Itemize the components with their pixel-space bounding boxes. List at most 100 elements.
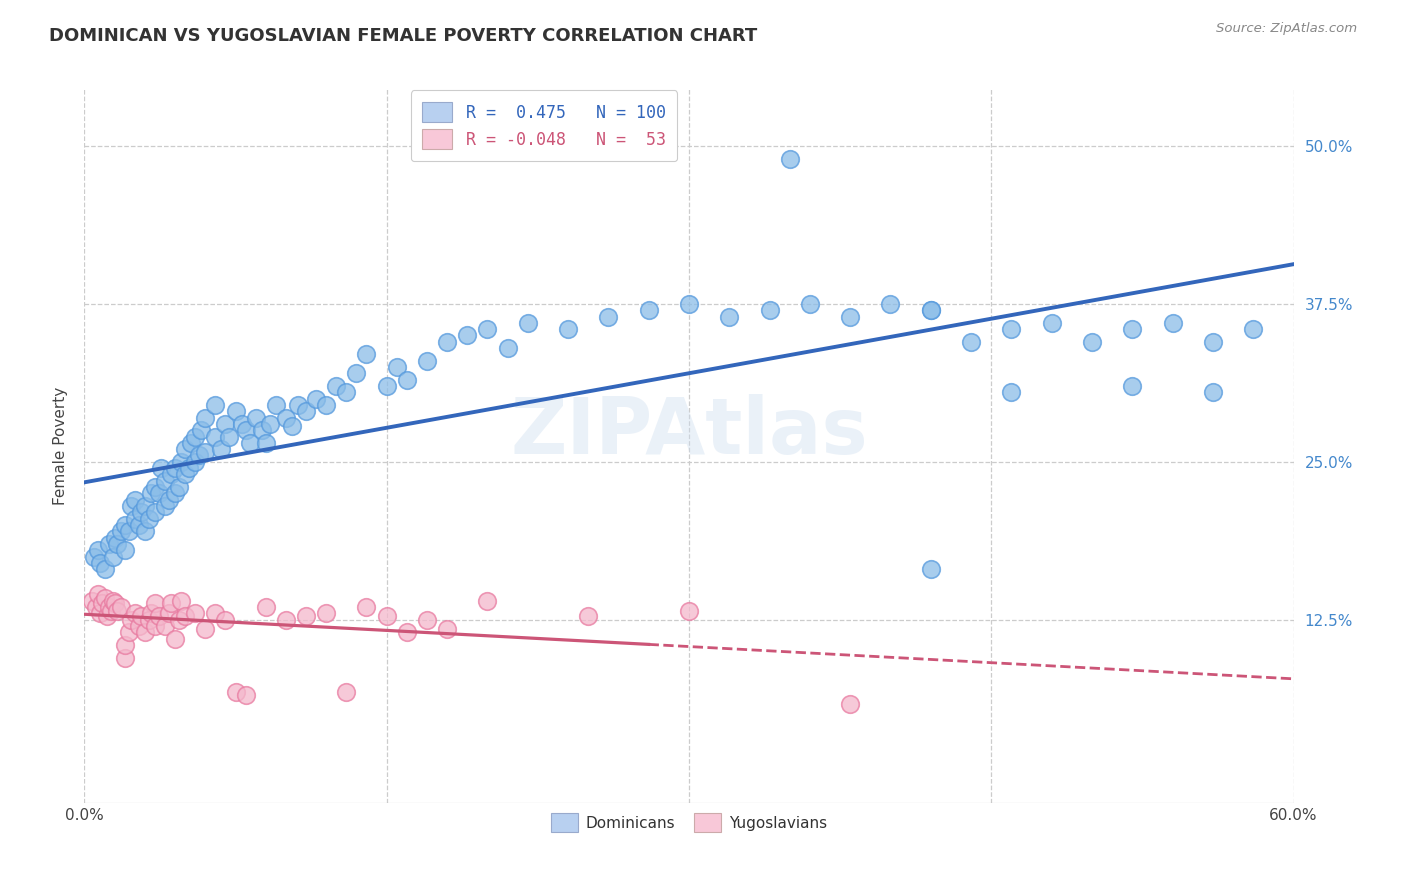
Point [165,632,187,646]
Point [153,474,176,488]
Point [87,543,110,558]
Point [960,334,983,349]
Point [104,596,127,610]
Point [129,505,152,519]
Point [134,625,156,640]
Point [93,562,115,576]
Point [100,604,122,618]
Point [920,562,942,576]
Text: DOMINICAN VS YUGOSLAVIAN FEMALE POVERTY CORRELATION CHART: DOMINICAN VS YUGOSLAVIAN FEMALE POVERTY … [49,27,758,45]
Point [346,367,368,381]
Point [259,417,281,431]
Point [496,341,519,355]
Point [128,619,150,633]
Point [174,608,197,623]
Point [218,429,240,443]
Point [160,596,183,610]
Point [416,613,439,627]
Point [89,556,111,570]
Point [274,410,297,425]
Point [138,613,160,627]
Point [105,537,128,551]
Point [1202,334,1225,349]
Point [204,398,226,412]
Point [124,492,146,507]
Point [105,604,128,618]
Point [114,638,136,652]
Point [143,505,166,519]
Point [325,379,347,393]
Point [758,303,780,318]
Point [920,303,942,318]
Point [879,297,901,311]
Point [1121,322,1143,336]
Point [101,549,124,564]
Point [477,322,499,336]
Point [1161,316,1184,330]
Point [153,499,176,513]
Point [576,608,599,623]
Point [436,622,458,636]
Point [157,492,180,507]
Point [124,607,146,621]
Point [1000,385,1022,400]
Point [143,619,166,633]
Point [184,429,207,443]
Point [194,622,217,636]
Point [416,353,439,368]
Point [718,310,741,324]
Point [214,417,236,431]
Point [134,499,156,513]
Point [114,543,136,558]
Point [148,608,170,623]
Point [174,467,197,482]
Point [678,604,700,618]
Point [184,455,207,469]
Point [204,429,226,443]
Point [165,461,187,475]
Point [395,625,418,640]
Point [1202,385,1225,400]
Point [1241,322,1264,336]
Point [190,423,212,437]
Point [170,455,193,469]
Point [315,398,337,412]
Point [153,619,176,633]
Point [96,608,118,623]
Point [356,600,378,615]
Point [214,613,236,627]
Point [165,486,187,500]
Point [637,303,659,318]
Point [1040,316,1063,330]
Point [281,419,304,434]
Point [93,591,115,606]
Point [356,347,378,361]
Point [194,444,217,458]
Point [385,360,408,375]
Point [839,310,862,324]
Point [118,625,141,640]
Point [120,499,142,513]
Point [799,297,821,311]
Legend: Dominicans, Yugoslavians: Dominicans, Yugoslavians [544,807,834,838]
Point [83,549,105,564]
Point [295,608,318,623]
Point [254,435,277,450]
Point [174,442,197,457]
Point [110,600,132,615]
Point [167,480,190,494]
Point [184,607,207,621]
Point [180,435,202,450]
Point [375,379,398,393]
Point [315,607,337,621]
Point [1000,322,1022,336]
Point [295,404,318,418]
Point [375,608,398,623]
Point [305,392,328,406]
Point [129,608,152,623]
Point [97,600,120,615]
Point [225,684,247,698]
Point [118,524,141,539]
Point [179,461,201,475]
Point [160,467,183,482]
